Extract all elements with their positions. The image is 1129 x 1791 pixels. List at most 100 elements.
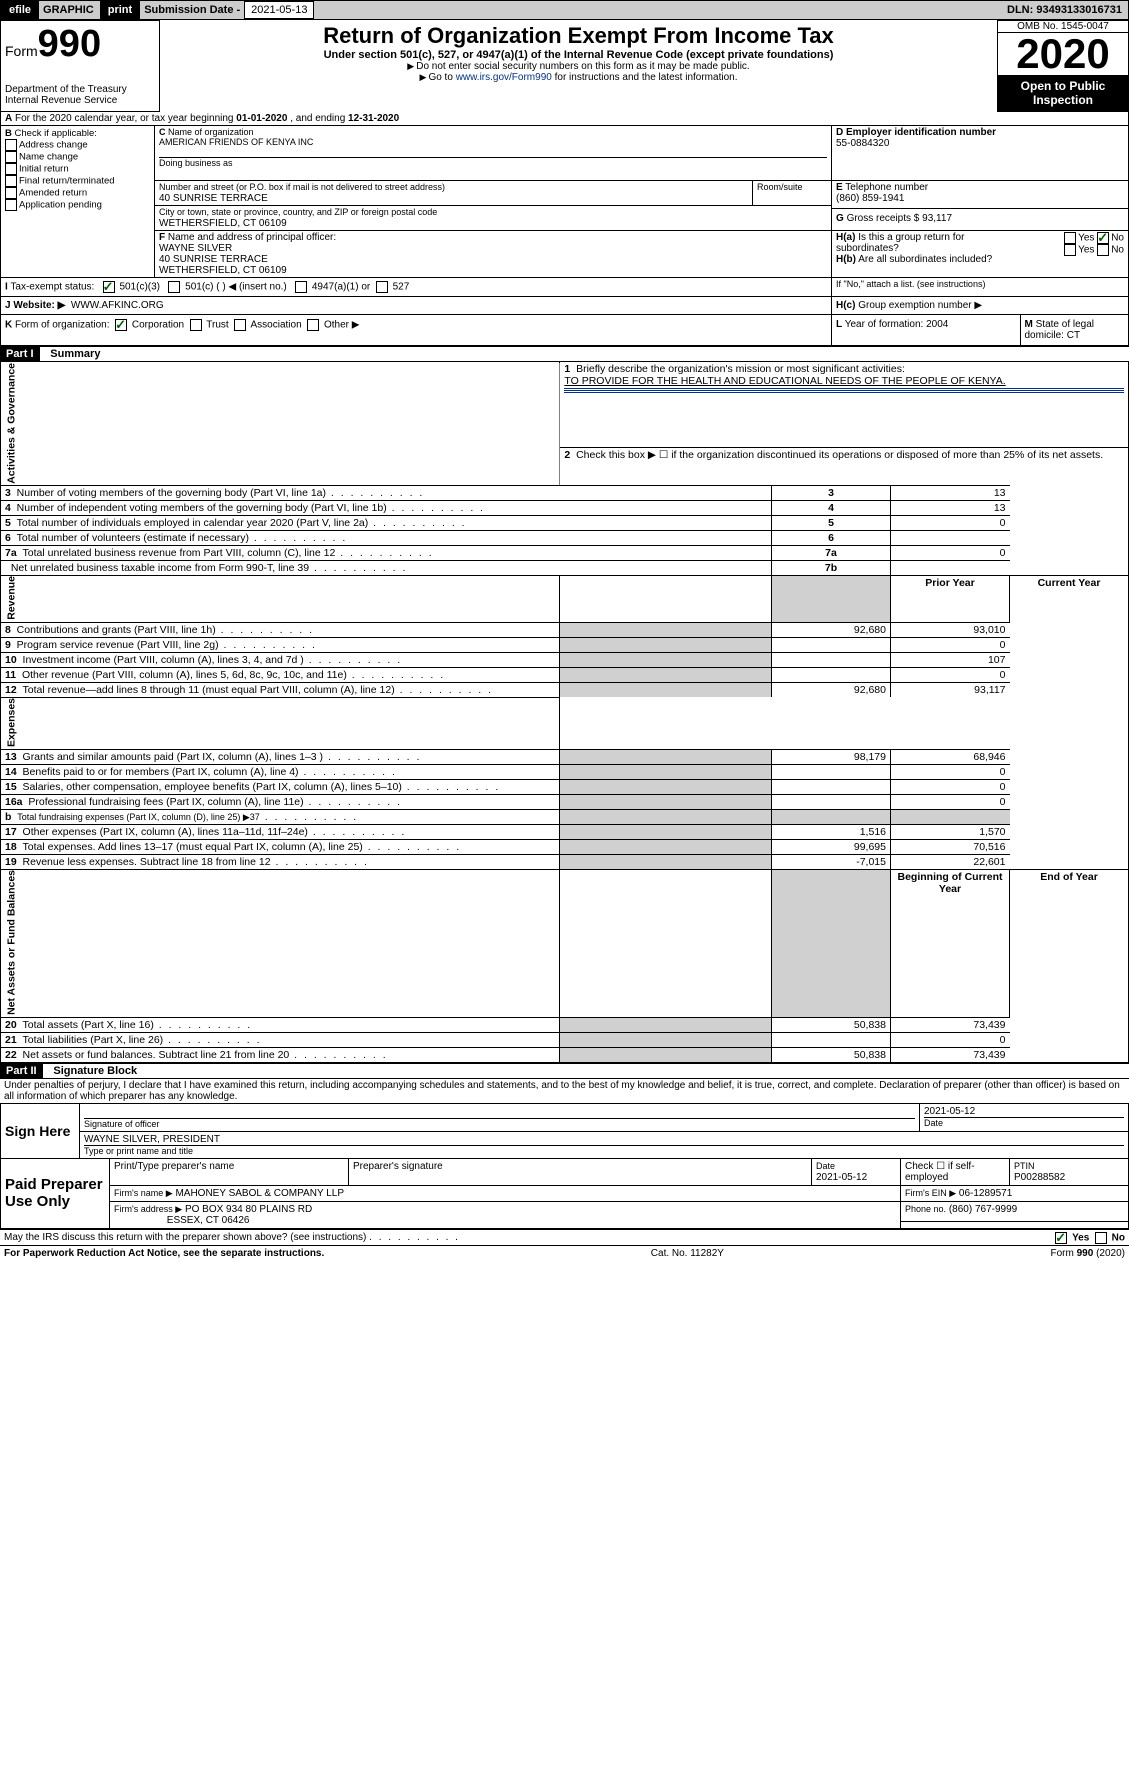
efile-link[interactable]: efile xyxy=(1,1,39,19)
summary-row-17: 17 Other expenses (Part IX, column (A), … xyxy=(1,824,1129,839)
section-revenue: Revenue xyxy=(1,575,560,622)
q1-label: Briefly describe the organization's miss… xyxy=(576,363,905,375)
col-begin-year: Beginning of Current Year xyxy=(891,869,1010,1017)
summary-row-9: 9 Program service revenue (Part VIII, li… xyxy=(1,637,1129,652)
form-subtitle: Under section 501(c), 527, or 4947(a)(1)… xyxy=(164,49,993,61)
sign-here-label: Sign Here xyxy=(1,1103,80,1158)
firm-addr-label: Firm's address ▶ xyxy=(114,1204,182,1214)
i-527[interactable]: 527 xyxy=(393,282,410,293)
line-a-end: 12-31-2020 xyxy=(348,113,399,124)
mission-text: TO PROVIDE FOR THE HEALTH AND EDUCATIONA… xyxy=(564,375,1005,387)
summary-row-8: 8 Contributions and grants (Part VIII, l… xyxy=(1,622,1129,637)
col-current-year: Current Year xyxy=(1010,575,1129,622)
ptin: P00288582 xyxy=(1014,1172,1065,1183)
sign-date-label: Date xyxy=(924,1117,1124,1128)
i-501c3[interactable]: 501(c)(3) xyxy=(119,282,160,293)
part-ii-label: Part II xyxy=(0,1064,43,1078)
street-label: Number and street (or P.O. box if mail i… xyxy=(159,182,445,192)
summary-row-6: 6 Total number of volunteers (estimate i… xyxy=(1,530,1129,545)
check-application-pending[interactable]: Application pending xyxy=(19,200,102,211)
i-4947[interactable]: 4947(a)(1) or xyxy=(312,282,370,293)
discuss-label: May the IRS discuss this return with the… xyxy=(4,1232,366,1243)
k-trust[interactable]: Trust xyxy=(206,320,228,331)
self-employed-check[interactable]: Check ☐ if self-employed xyxy=(901,1159,1010,1186)
firm-phone-label: Phone no. xyxy=(905,1204,946,1214)
print-button[interactable]: print xyxy=(100,1,140,19)
topbar: efile GRAPHIC print Submission Date - 20… xyxy=(0,0,1129,20)
ein: 55-0884320 xyxy=(836,138,889,149)
i-501c[interactable]: 501(c) ( ) ◀ (insert no.) xyxy=(185,282,287,293)
officer-name: WAYNE SILVER xyxy=(159,243,232,254)
part-i-title: Summary xyxy=(50,348,100,360)
col-end-year: End of Year xyxy=(1010,869,1129,1017)
officer-street: 40 SUNRISE TERRACE xyxy=(159,254,268,265)
irs-link[interactable]: www.irs.gov/Form990 xyxy=(456,72,552,83)
g-label: Gross receipts $ xyxy=(847,213,920,224)
summary-row-19: 19 Revenue less expenses. Subtract line … xyxy=(1,854,1129,869)
summary-row-18: 18 Total expenses. Add lines 13–17 (must… xyxy=(1,839,1129,854)
k-corp[interactable]: Corporation xyxy=(132,320,184,331)
officer-city: WETHERSFIELD, CT 06109 xyxy=(159,265,287,276)
form-label: Form xyxy=(5,43,38,59)
k-assoc[interactable]: Association xyxy=(251,320,302,331)
part-i-label: Part I xyxy=(0,347,40,361)
check-final-return[interactable]: Final return/terminated xyxy=(19,176,115,187)
summary-row-14: 14 Benefits paid to or for members (Part… xyxy=(1,764,1129,779)
firm-ein: 06-1289571 xyxy=(959,1188,1012,1199)
street: 40 SUNRISE TERRACE xyxy=(159,193,268,204)
pra-notice: For Paperwork Reduction Act Notice, see … xyxy=(4,1248,324,1259)
d-label: Employer identification number xyxy=(846,127,996,138)
firm-ein-label: Firm's EIN ▶ xyxy=(905,1188,956,1198)
tax-year: 2020 xyxy=(998,33,1128,75)
section-b: B Check if applicable: Address change Na… xyxy=(1,126,155,278)
dept-treasury: Department of the Treasury Internal Reve… xyxy=(5,84,155,106)
check-initial-return[interactable]: Initial return xyxy=(19,164,69,175)
sign-date: 2021-05-12 xyxy=(924,1106,1124,1117)
k-other[interactable]: Other ▶ xyxy=(324,320,359,331)
form-title: Return of Organization Exempt From Incom… xyxy=(164,23,993,49)
firm-phone: (860) 767-9999 xyxy=(949,1204,1017,1215)
summary-row-b: b Total fundraising expenses (Part IX, c… xyxy=(1,809,1129,824)
hb-label: Are all subordinates included? xyxy=(858,254,992,265)
line-a-pre: For the 2020 calendar year, or tax year … xyxy=(15,113,236,124)
check-name-change[interactable]: Name change xyxy=(19,152,78,163)
hb-note: If "No," attach a list. (see instruction… xyxy=(836,279,985,289)
k-label: Form of organization: xyxy=(15,320,110,331)
e-label: Telephone number xyxy=(845,182,928,193)
hc-label: Group exemption number ▶ xyxy=(858,300,982,311)
l-label: Year of formation: xyxy=(845,319,924,330)
city-label: City or town, state or province, country… xyxy=(159,207,437,217)
q2-text: Check this box ▶ ☐ if the organization d… xyxy=(576,449,1103,461)
line-a-begin: 01-01-2020 xyxy=(236,113,287,124)
firm-name-label: Firm's name ▶ xyxy=(114,1188,173,1198)
section-activities: Activities & Governance xyxy=(1,362,560,486)
summary-row-15: 15 Salaries, other compensation, employe… xyxy=(1,779,1129,794)
submission-label: Submission Date - xyxy=(144,4,240,16)
city-state-zip: WETHERSFIELD, CT 06109 xyxy=(159,218,287,229)
summary-row-22: 22 Net assets or fund balances. Subtract… xyxy=(1,1047,1129,1062)
dba-label: Doing business as xyxy=(159,157,827,168)
check-amended[interactable]: Amended return xyxy=(19,188,87,199)
paid-preparer-label: Paid Preparer Use Only xyxy=(1,1159,110,1229)
gross-receipts: 93,117 xyxy=(922,213,952,224)
year-formation: 2004 xyxy=(926,319,948,330)
cat-number: Cat. No. 11282Y xyxy=(651,1248,724,1259)
preparer-date-label: Date xyxy=(816,1161,835,1171)
summary-row-7a: 7a Total unrelated business revenue from… xyxy=(1,545,1129,560)
form-footer: Form 990 (2020) xyxy=(1051,1248,1125,1259)
ha-label: Is this a group return for subordinates? xyxy=(836,232,964,254)
firm-addr2: ESSEX, CT 06426 xyxy=(167,1215,250,1226)
room-label: Room/suite xyxy=(753,181,832,206)
submission-date: 2021-05-13 xyxy=(244,1,314,19)
i-label: Tax-exempt status: xyxy=(10,282,94,293)
summary-row-13: 13 Grants and similar amounts paid (Part… xyxy=(1,749,1129,764)
ptin-label: PTIN xyxy=(1014,1161,1035,1171)
telephone: (860) 859-1941 xyxy=(836,193,904,204)
instr-ssn: Do not enter social security numbers on … xyxy=(416,61,749,72)
line-a-mid: , and ending xyxy=(290,113,348,124)
check-address-change[interactable]: Address change xyxy=(19,140,88,151)
summary-row-3: 3 Number of voting members of the govern… xyxy=(1,485,1129,500)
f-label: Name and address of principal officer: xyxy=(168,232,336,243)
firm-name: MAHONEY SABOL & COMPANY LLP xyxy=(175,1188,344,1199)
summary-row-21: 21 Total liabilities (Part X, line 26) 0 xyxy=(1,1032,1129,1047)
